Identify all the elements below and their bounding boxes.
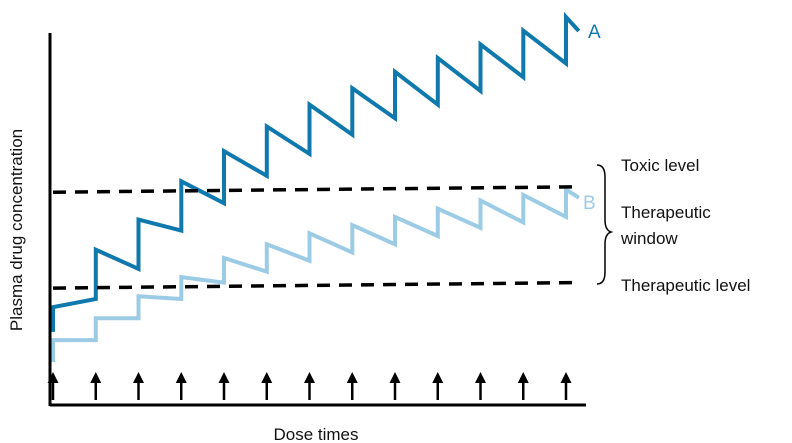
dose-arrow — [133, 372, 144, 400]
dose-arrow — [218, 372, 230, 400]
dose-arrow — [517, 372, 529, 400]
dose-arrow — [175, 372, 187, 400]
series-a-line — [51, 11, 581, 332]
therapeutic-level-label: Therapeutic level — [621, 276, 750, 295]
dose-arrow — [389, 372, 401, 400]
dose-arrow — [432, 372, 444, 400]
dose-arrow — [346, 372, 358, 400]
series-b-label: B — [583, 193, 596, 214]
series-layer — [51, 11, 581, 362]
dose-arrow — [560, 372, 572, 400]
dose-arrow — [47, 372, 59, 400]
therapeutic-window-label-line1: Therapeutic — [621, 203, 711, 222]
dose-arrow — [90, 372, 102, 400]
dose-arrows — [47, 372, 572, 400]
bracket-brace — [596, 164, 614, 285]
dose-arrow — [475, 372, 486, 400]
toxic-level-label: Toxic level — [621, 156, 699, 175]
therapeutic-level-line — [52, 280, 579, 290]
y-axis-label: Plasma drug concentration — [7, 129, 26, 331]
toxic-level-line — [52, 185, 579, 194]
axes — [48, 33, 586, 407]
therapeutic-window-label-line2: window — [620, 229, 678, 248]
therapeutic-window-bracket — [596, 164, 614, 285]
dose-arrow — [304, 372, 315, 400]
x-axis-label: Dose times — [273, 425, 358, 443]
series-b-line — [51, 185, 580, 362]
series-a-label: A — [588, 22, 601, 43]
dose-arrow — [261, 372, 273, 400]
